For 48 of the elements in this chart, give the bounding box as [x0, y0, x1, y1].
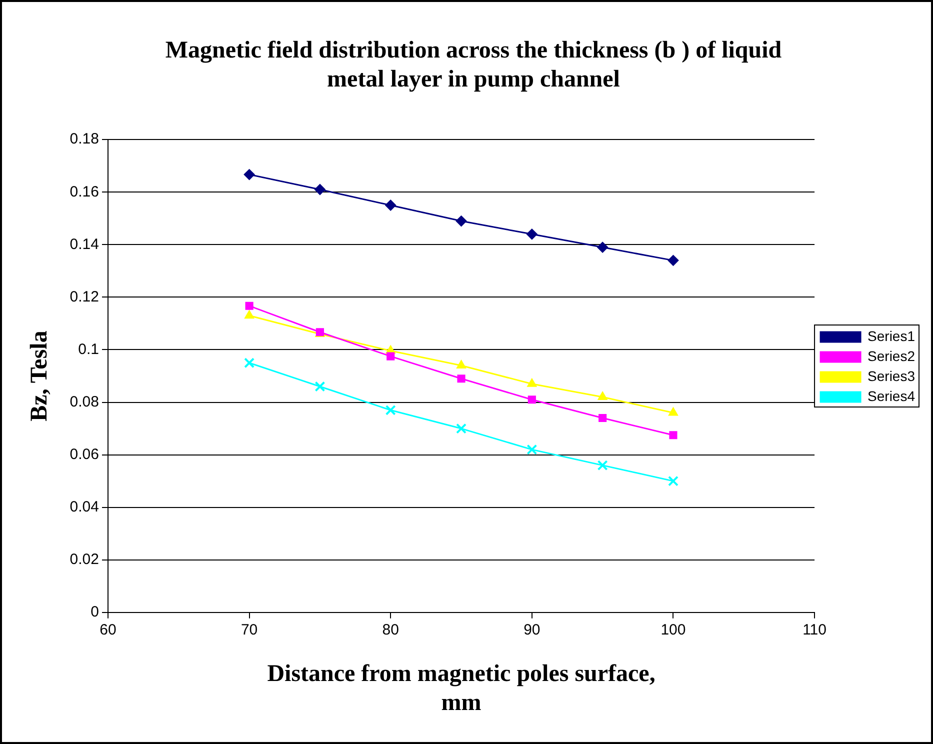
y-tick-label: 0.02	[70, 551, 99, 568]
x-axis-title: Distance from magnetic poles surface, mm	[267, 661, 656, 716]
point	[598, 414, 607, 422]
y-axis-title: Bz, Tesla	[26, 330, 53, 422]
point	[385, 404, 396, 416]
y-tick-label: 0.18	[70, 130, 99, 148]
point	[244, 310, 254, 319]
point	[456, 216, 467, 227]
y-tick-label: 0.16	[70, 183, 99, 200]
point	[668, 254, 679, 266]
x-tick-label: 90	[524, 622, 540, 639]
legend-label: Series1	[868, 328, 916, 344]
point	[386, 352, 395, 360]
point	[245, 302, 254, 310]
point	[669, 431, 678, 440]
x-tick-label: 80	[382, 622, 399, 639]
point	[526, 444, 538, 455]
y-tick-label: 0.08	[70, 393, 99, 410]
point	[314, 184, 326, 196]
point	[314, 381, 326, 392]
point	[527, 378, 537, 387]
legend-label: Series2	[868, 348, 916, 364]
x-tick-label: 110	[802, 622, 826, 639]
point	[244, 169, 255, 180]
legend-label: Series3	[868, 368, 916, 384]
y-tick-label: 0.14	[70, 236, 99, 253]
point	[598, 392, 608, 400]
point	[456, 423, 467, 434]
x-tick-label: 60	[100, 622, 116, 639]
y-tick-label: 0.06	[70, 446, 99, 463]
point	[385, 200, 396, 211]
point	[457, 374, 466, 383]
legend-label: Series4	[868, 388, 916, 404]
y-tick-label: 0.1	[78, 340, 99, 358]
point	[456, 360, 466, 368]
chart-title: Magnetic field distribution across the thickness (b ) of liquid metal layer in pump channel	[165, 38, 782, 92]
point	[244, 358, 255, 368]
point	[528, 396, 536, 404]
x-tick-label: 70	[240, 622, 258, 639]
point	[668, 476, 678, 486]
point	[526, 228, 538, 240]
y-tick-label: 0	[90, 604, 99, 621]
point	[597, 242, 608, 253]
x-tick-label: 100	[660, 622, 686, 639]
y-tick-label: 0.04	[70, 498, 99, 516]
point	[597, 460, 608, 471]
point	[668, 407, 678, 416]
y-tick-label: 0.12	[70, 288, 99, 306]
